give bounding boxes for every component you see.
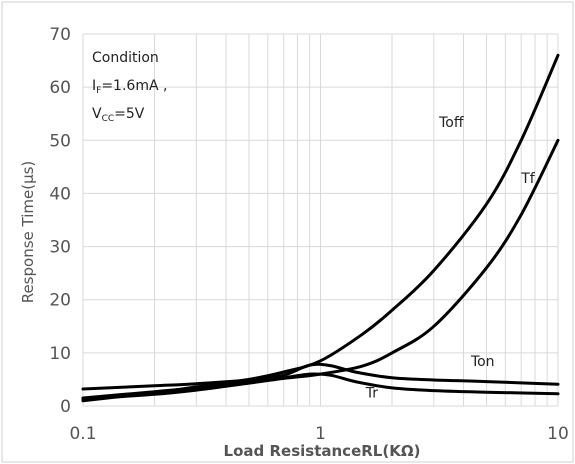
x-tick-label: 10 bbox=[547, 424, 569, 444]
series-labels: Toff Tf Ton Tr bbox=[365, 115, 536, 401]
series-label-tf: Tf bbox=[520, 171, 536, 187]
grid-lines bbox=[82, 33, 559, 407]
tick-labels: 0 10 20 30 40 50 60 70 0.1 1 10 bbox=[49, 25, 568, 444]
y-tick-label: 20 bbox=[49, 291, 71, 311]
x-tick-label: 1 bbox=[315, 424, 326, 444]
condition-if: IF=1.6mA , bbox=[92, 78, 167, 96]
x-axis-title: Load ResistanceRL(KΩ) bbox=[224, 442, 421, 460]
y-tick-label: 70 bbox=[49, 25, 71, 45]
vcc-subscript: CC bbox=[102, 114, 115, 124]
series-label-toff: Toff bbox=[438, 115, 464, 131]
if-subscript: F bbox=[96, 86, 101, 96]
x-tick-label: 0.1 bbox=[69, 424, 96, 444]
series-line-ton bbox=[81, 362, 560, 391]
y-tick-label: 60 bbox=[49, 78, 71, 98]
y-tick-label: 50 bbox=[49, 131, 71, 151]
series-line-tr bbox=[81, 372, 560, 400]
series-lines bbox=[81, 53, 560, 403]
condition-title: Condition bbox=[92, 50, 159, 66]
y-tick-label: 30 bbox=[49, 238, 71, 258]
series-label-ton: Ton bbox=[470, 354, 495, 370]
condition-vcc: VCC=5V bbox=[92, 106, 145, 124]
y-tick-label: 0 bbox=[60, 397, 71, 417]
condition-annotation: Condition IF=1.6mA , VCC=5V bbox=[92, 50, 167, 124]
y-tick-label: 40 bbox=[49, 184, 71, 204]
series-label-tr: Tr bbox=[365, 385, 378, 401]
y-tick-label: 10 bbox=[49, 344, 71, 364]
y-axis-title: Response Time(μs) bbox=[19, 161, 37, 304]
